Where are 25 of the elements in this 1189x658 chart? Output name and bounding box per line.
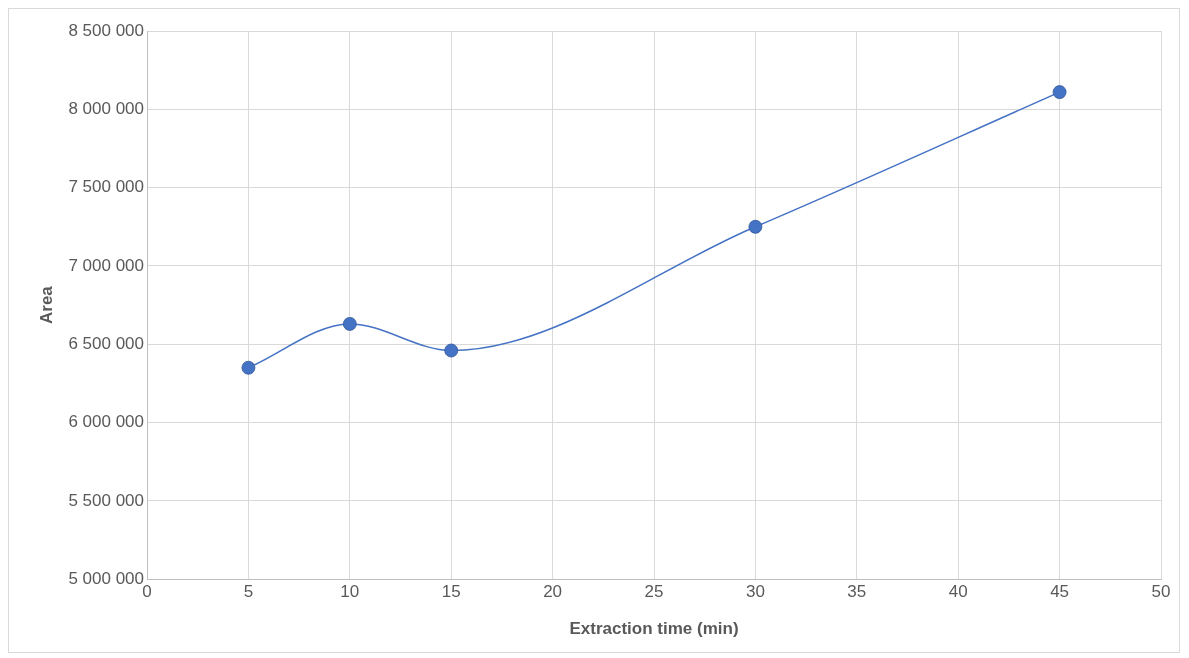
y-tick-label: 5 500 000: [68, 490, 145, 510]
x-tick-label: 10: [340, 582, 360, 602]
y-tick-label: 6 000 000: [68, 412, 145, 432]
x-tick-label: 50: [1151, 582, 1171, 602]
point: [444, 343, 459, 358]
point: [748, 219, 763, 234]
x-tick-label: 45: [1050, 582, 1070, 602]
x-tick-label: 20: [543, 582, 563, 602]
x-tick-label: 35: [847, 582, 867, 602]
x-tick-label: 40: [948, 582, 968, 602]
y-tick-label: 7 500 000: [68, 177, 145, 197]
x-axis-title: Extraction time (min): [569, 619, 739, 639]
y-tick-label: 6 500 000: [68, 333, 145, 353]
y-axis-title: Area: [36, 285, 56, 325]
x-tick-label: 0: [142, 582, 152, 602]
point: [342, 317, 357, 331]
y-tick-label: 8 500 000: [68, 20, 145, 40]
x-tick-label: 25: [644, 582, 664, 602]
point: [241, 360, 256, 375]
x-tick-label: 15: [441, 582, 461, 602]
point: [1052, 85, 1067, 99]
x-tick-label: 5: [243, 582, 254, 602]
y-tick-label: 7 000 000: [68, 255, 145, 275]
x-tick-label: 30: [745, 582, 765, 602]
y-tick-label: 8 000 000: [68, 99, 145, 118]
